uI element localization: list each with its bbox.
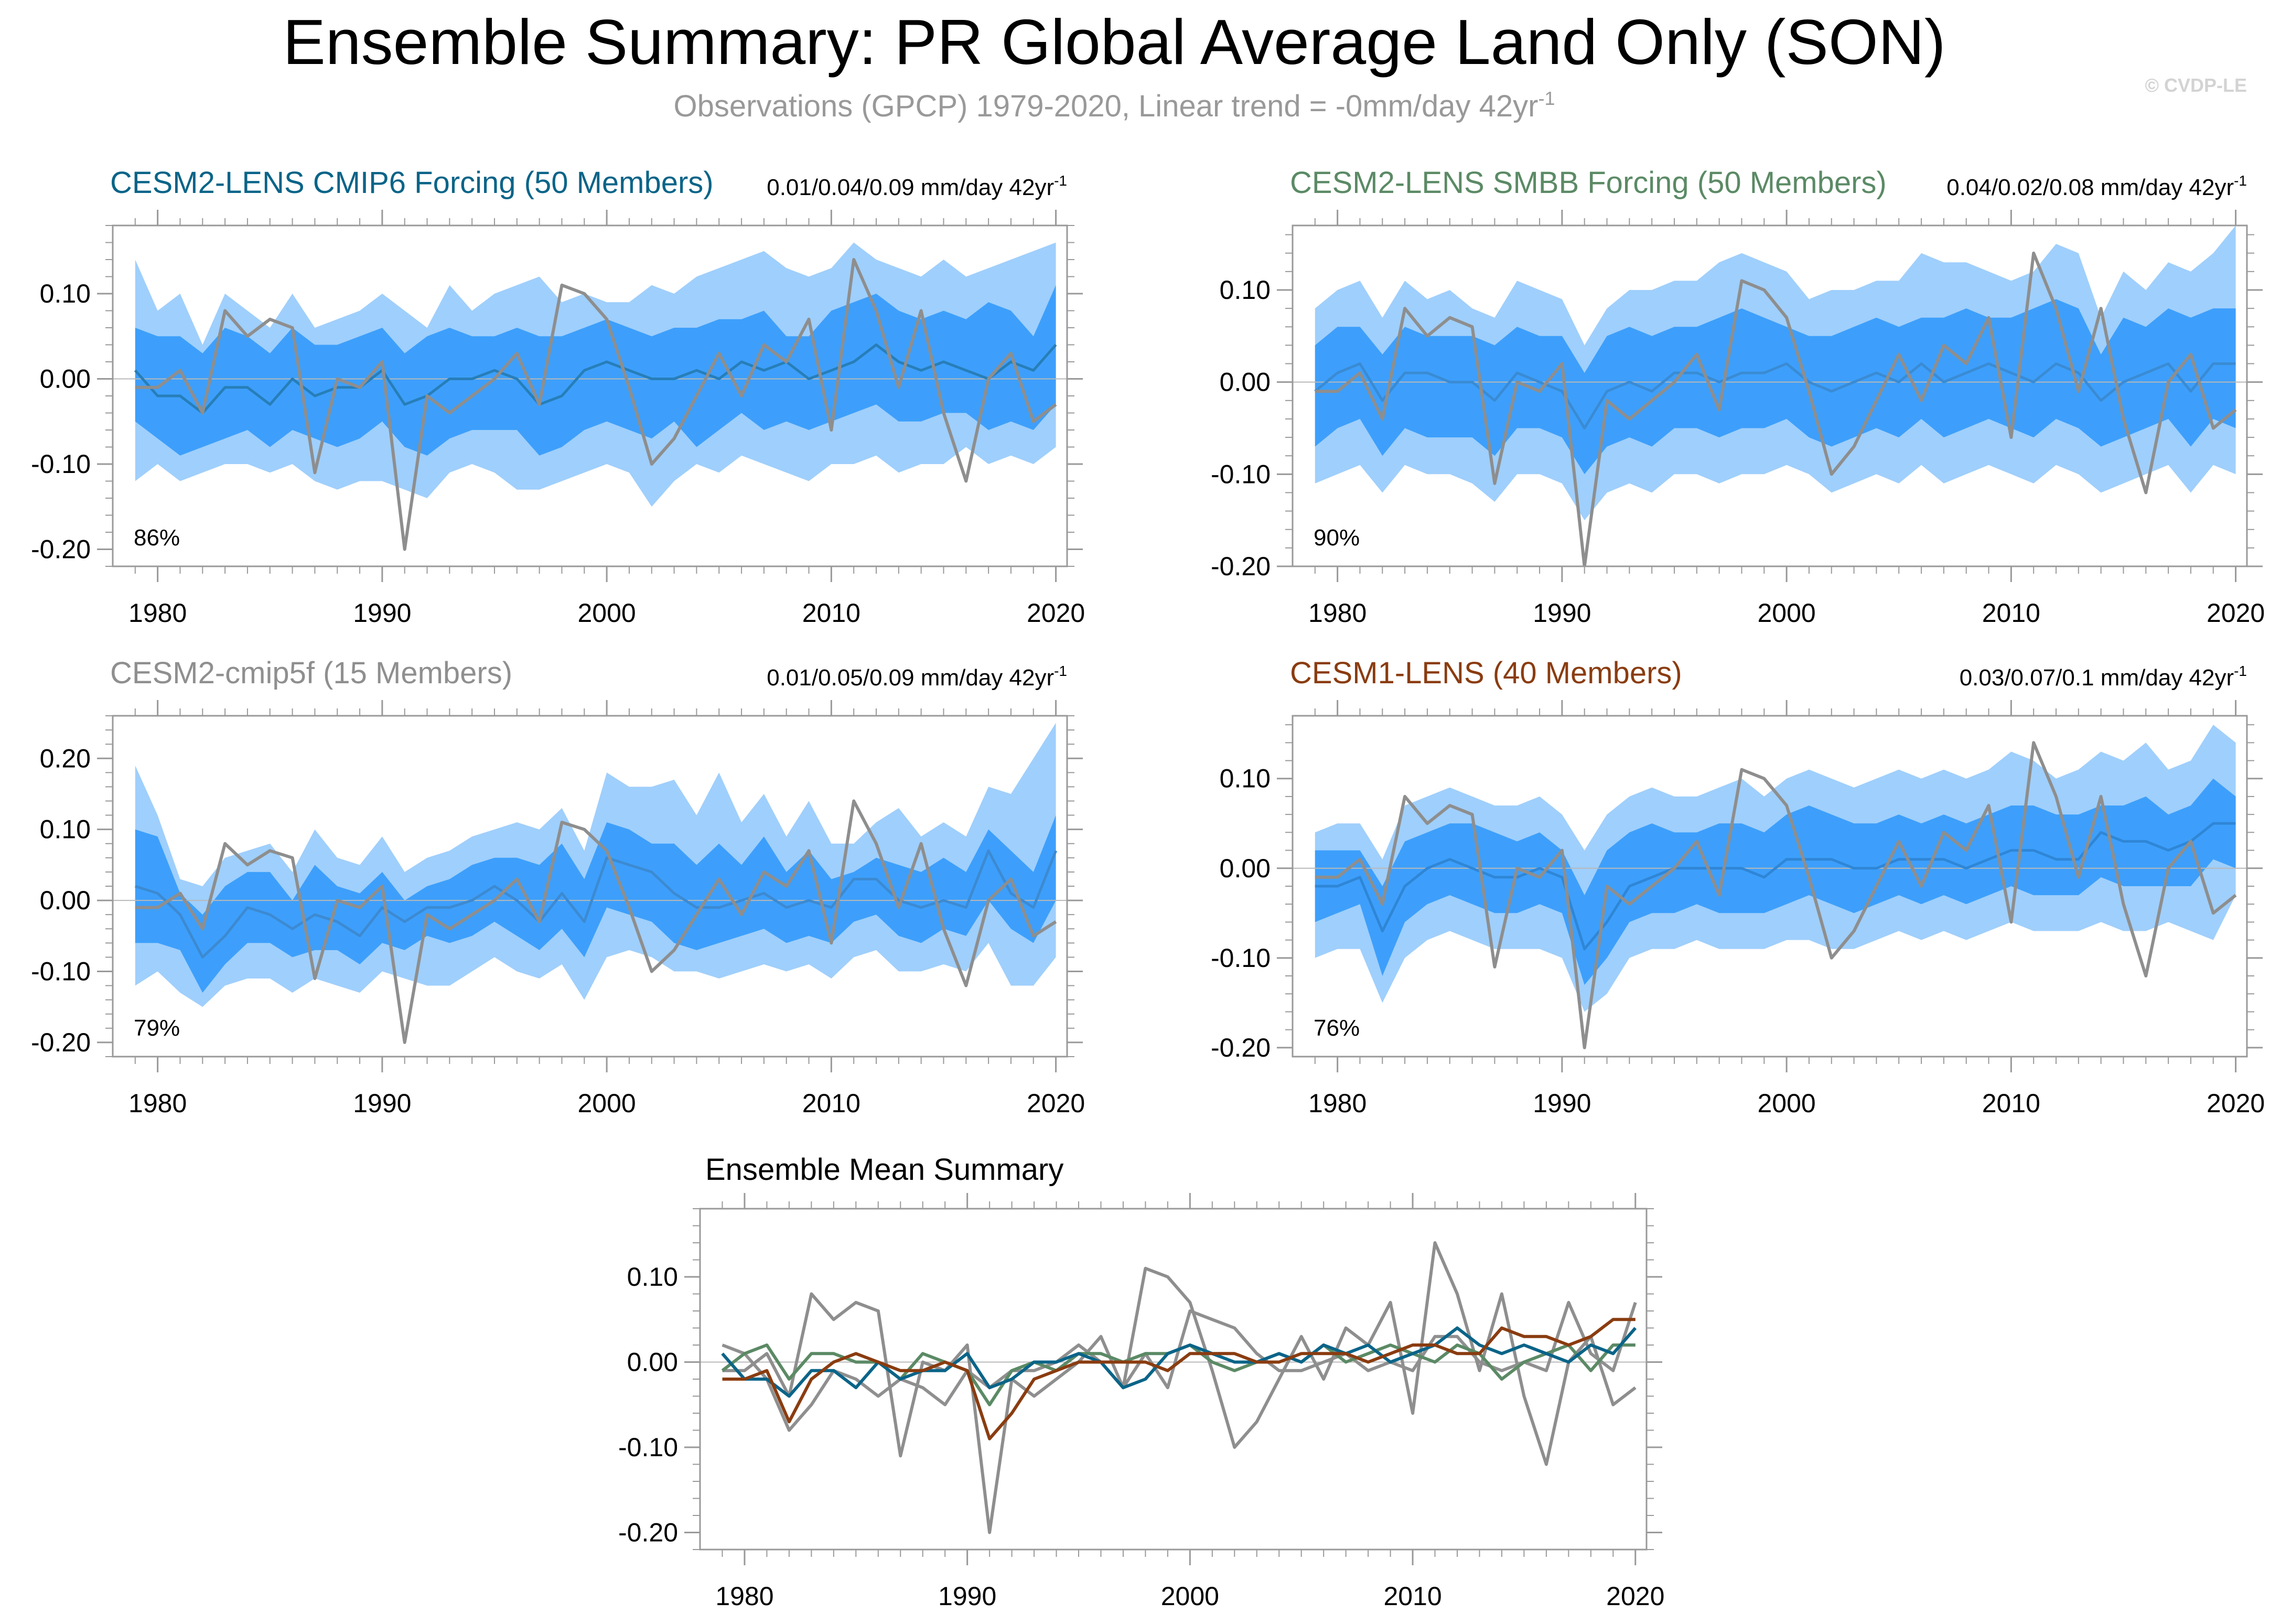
trend-label: 0.01/0.04/0.09 mm/day 42yr-1: [767, 173, 1067, 200]
panel-cmip5f: 1980 1990 2000 2010 2020 -0.20 -0.10 0.00 0.10 0.…: [31, 656, 1085, 1118]
x-tick-label: 1980: [715, 1582, 773, 1611]
panel-title: CESM2-LENS SMBB Forcing (50 Members): [1290, 166, 1887, 200]
figure-title: Ensemble Summary: PR Global Average Land…: [283, 6, 1945, 78]
series-line-lens1: [722, 1318, 1636, 1440]
y-tick-label: -0.10: [31, 957, 91, 986]
trend-label-superscript: -1: [2234, 173, 2247, 189]
x-tick-label: 2010: [1383, 1582, 1441, 1611]
y-tick-label: -0.20: [31, 1028, 91, 1057]
y-tick-label: 0.00: [627, 1348, 678, 1377]
y-tick-label: -0.10: [1211, 459, 1271, 489]
plot-area-lens1: [1293, 725, 2247, 1049]
x-tick-label: 1990: [1533, 598, 1591, 628]
x-tick-label: 2000: [578, 1089, 636, 1118]
inner-range-band: [135, 285, 1056, 456]
figure-subtitle: Observations (GPCP) 1979-2020, Linear tr…: [674, 88, 1555, 123]
y-tick-label: 0.20: [40, 744, 91, 773]
y-tick-label: -0.20: [1211, 1033, 1271, 1062]
x-tick-label: 1990: [353, 598, 411, 628]
ensemble-mean-line: [1315, 822, 2236, 951]
observations-line: [1315, 251, 2237, 566]
percent-label: 86%: [134, 525, 180, 551]
x-tick-label: 1980: [128, 1089, 187, 1118]
x-tick-label: 2020: [2207, 598, 2265, 628]
percent-label: 79%: [134, 1015, 180, 1041]
panel-smbb: 1980 1990 2000 2010 2020 -0.20 -0.10 0.00 0.10 CE…: [1211, 166, 2265, 628]
y-tick-label: -0.10: [618, 1433, 678, 1462]
x-tick-label: 2010: [802, 1089, 860, 1118]
x-tick-label: 2020: [1027, 598, 1085, 628]
y-tick-label: 0.10: [40, 279, 91, 308]
y-tick-label: -0.20: [618, 1518, 678, 1547]
x-tick-label: 2010: [1982, 1089, 2040, 1118]
series-line-cmip6: [721, 1326, 1637, 1398]
x-tick-label: 1990: [1533, 1089, 1591, 1118]
trend-label: 0.03/0.07/0.1 mm/day 42yr-1: [1960, 663, 2247, 691]
inner-range-band: [135, 815, 1056, 993]
panel-cmip6: 1980 1990 2000 2010 2020 -0.20 -0.10 0.00 0.10 CE…: [31, 166, 1085, 628]
watermark: © CVDP-LE: [2145, 74, 2247, 96]
x-tick-label: 2020: [1027, 1089, 1085, 1118]
x-tick-label: 2000: [1758, 1089, 1816, 1118]
trend-label-superscript: -1: [1054, 173, 1067, 189]
trend-label-main: 0.01/0.04/0.09 mm/day 42yr: [767, 175, 1054, 200]
panel-mean_summary: 1980 1990 2000 2010 2020 -0.20 -0.10 0.00 0.10 En…: [618, 1153, 1664, 1611]
plot-area-smbb: [1293, 225, 2247, 566]
trend-label-main: 0.04/0.02/0.08 mm/day 42yr: [1946, 175, 2234, 200]
x-tick-label: 1990: [938, 1582, 996, 1611]
panel-title: CESM2-LENS CMIP6 Forcing (50 Members): [110, 166, 714, 200]
panel-title: CESM2-cmip5f (15 Members): [110, 656, 512, 690]
percent-label: 76%: [1314, 1015, 1360, 1041]
subtitle-superscript: -1: [1538, 88, 1555, 109]
plot-frame: [1292, 224, 2248, 567]
y-tick-label: -0.10: [1211, 943, 1271, 973]
plot-area-cmip6: [113, 242, 1067, 551]
x-tick-label: 1990: [353, 1089, 411, 1118]
x-tick-label: 1980: [1308, 598, 1367, 628]
plot-area-cmip5f: [113, 723, 1067, 1044]
x-tick-label: 1980: [1308, 1089, 1367, 1118]
y-tick-label: -0.20: [31, 535, 91, 564]
panel-lens1: 1980 1990 2000 2010 2020 -0.20 -0.10 0.00 0.10 CE…: [1211, 656, 2265, 1118]
inner-range-band: [1315, 299, 2236, 475]
trend-label: 0.04/0.02/0.08 mm/day 42yr-1: [1946, 173, 2247, 200]
x-tick-label: 2000: [578, 598, 636, 628]
percent-label: 90%: [1314, 525, 1360, 551]
y-tick-label: 0.00: [40, 886, 91, 915]
panel-title: Ensemble Mean Summary: [705, 1153, 1063, 1187]
panel-title: CESM1-LENS (40 Members): [1290, 656, 1682, 690]
x-tick-label: 2000: [1161, 1582, 1219, 1611]
y-tick-label: 0.00: [1220, 368, 1271, 397]
y-tick-label: -0.10: [31, 449, 91, 479]
plot-area-mean_summary: [700, 1241, 1647, 1534]
chart-panels: 1980 1990 2000 2010 2020 -0.20 -0.10 0.00 0.10 CE…: [31, 166, 2265, 1611]
x-tick-label: 1980: [128, 598, 187, 628]
inner-range-band: [1315, 778, 2236, 985]
trend-label-main: 0.01/0.05/0.09 mm/day 42yr: [767, 665, 1054, 691]
ensemble-mean-line: [135, 849, 1057, 959]
observations-line: [135, 799, 1057, 1044]
x-tick-label: 2020: [2207, 1089, 2265, 1118]
trend-label-main: 0.03/0.07/0.1 mm/day 42yr: [1960, 665, 2234, 691]
ensemble-mean-line: [134, 343, 1057, 414]
y-tick-label: 0.00: [1220, 854, 1271, 883]
y-tick-label: 0.10: [1220, 764, 1271, 793]
x-tick-label: 2010: [1982, 598, 2040, 628]
trend-label-superscript: -1: [1054, 663, 1067, 679]
trend-label: 0.01/0.05/0.09 mm/day 42yr-1: [767, 663, 1067, 691]
y-tick-label: 0.10: [40, 815, 91, 844]
y-tick-label: -0.20: [1211, 552, 1271, 581]
subtitle-main: Observations (GPCP) 1979-2020, Linear tr…: [674, 89, 1539, 123]
observations-line: [1315, 741, 2237, 1049]
x-tick-label: 2000: [1758, 598, 1816, 628]
x-tick-label: 2010: [802, 598, 860, 628]
y-tick-label: 0.10: [627, 1262, 678, 1292]
y-tick-label: 0.00: [40, 364, 91, 394]
y-tick-label: 0.10: [1220, 275, 1271, 305]
observations-line: [135, 258, 1057, 551]
x-tick-label: 2020: [1606, 1582, 1664, 1611]
trend-label-superscript: -1: [2234, 663, 2247, 679]
